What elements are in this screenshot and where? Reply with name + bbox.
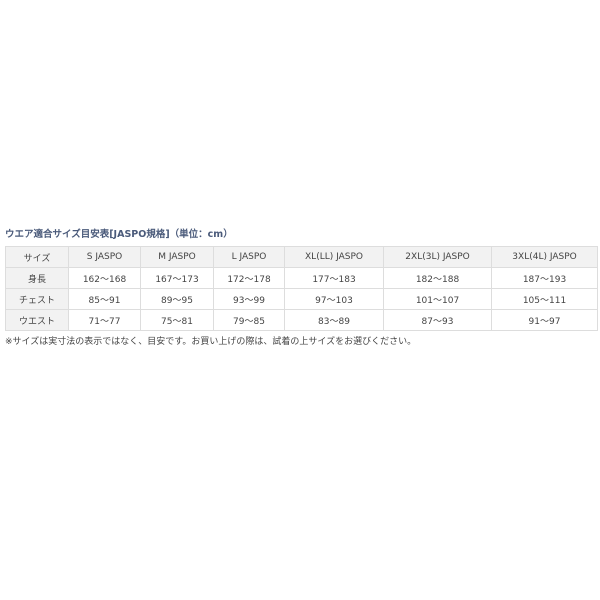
table-cell: 79〜85 xyxy=(213,309,285,331)
header-cell: 3XL(4L) JASPO xyxy=(491,246,598,268)
table-cell: 187〜193 xyxy=(491,267,598,289)
header-cell: XL(LL) JASPO xyxy=(284,246,384,268)
table-cell: 162〜168 xyxy=(68,267,141,289)
table-cell: 71〜77 xyxy=(68,309,141,331)
table-cell: 89〜95 xyxy=(140,288,214,310)
table-cell: 177〜183 xyxy=(284,267,384,289)
header-cell: L JASPO xyxy=(213,246,285,268)
table-cell: 172〜178 xyxy=(213,267,285,289)
header-cell: M JASPO xyxy=(140,246,214,268)
size-chart-table: サイズ S JASPO M JASPO L JASPO XL(LL) JASPO… xyxy=(5,246,598,331)
table-cell: 91〜97 xyxy=(491,309,598,331)
table-cell: 167〜173 xyxy=(140,267,214,289)
table-header-row: サイズ S JASPO M JASPO L JASPO XL(LL) JASPO… xyxy=(5,246,598,268)
table-cell: 93〜99 xyxy=(213,288,285,310)
table-row: チェスト 85〜91 89〜95 93〜99 97〜103 101〜107 10… xyxy=(5,288,598,310)
table-cell: 85〜91 xyxy=(68,288,141,310)
table-cell: 75〜81 xyxy=(140,309,214,331)
row-header: 身長 xyxy=(5,267,69,289)
size-chart-title: ウエア適合サイズ目安表[JASPO規格]（単位：cm） xyxy=(5,229,233,240)
table-cell: 83〜89 xyxy=(284,309,384,331)
row-header: チェスト xyxy=(5,288,69,310)
table-cell: 182〜188 xyxy=(383,267,492,289)
table-cell: 105〜111 xyxy=(491,288,598,310)
header-cell: 2XL(3L) JASPO xyxy=(383,246,492,268)
table-row: 身長 162〜168 167〜173 172〜178 177〜183 182〜1… xyxy=(5,267,598,289)
header-cell: S JASPO xyxy=(68,246,141,268)
table-row: ウエスト 71〜77 75〜81 79〜85 83〜89 87〜93 91〜97 xyxy=(5,309,598,331)
row-header: ウエスト xyxy=(5,309,69,331)
header-cell: サイズ xyxy=(5,246,69,268)
table-cell: 101〜107 xyxy=(383,288,492,310)
table-cell: 97〜103 xyxy=(284,288,384,310)
table-cell: 87〜93 xyxy=(383,309,492,331)
size-note: ※サイズは実寸法の表示ではなく、目安です。お買い上げの際は、試着の上サイズをお選… xyxy=(5,337,417,347)
